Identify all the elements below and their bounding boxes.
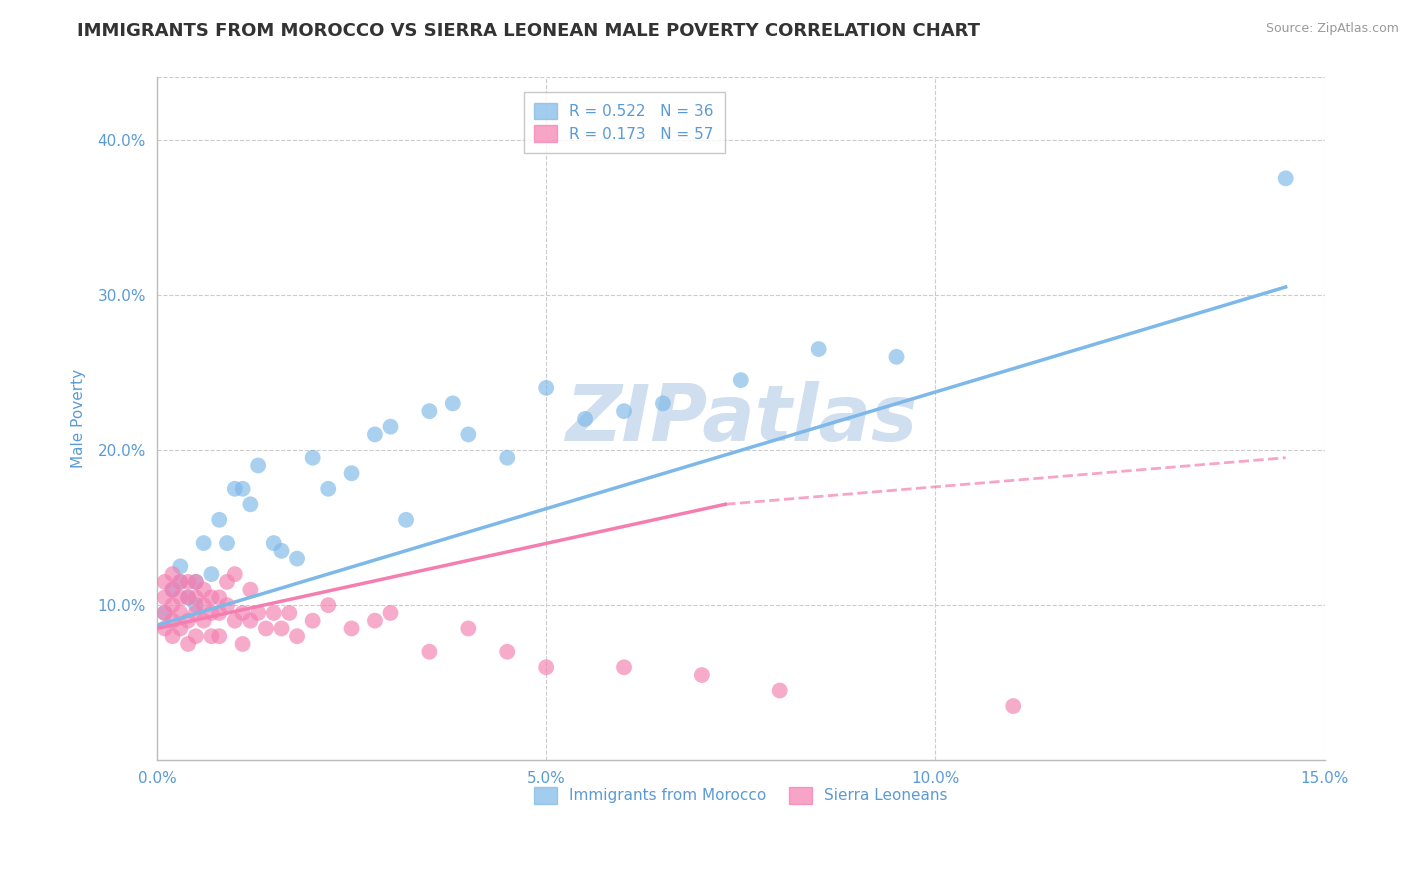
- Point: [769, 683, 792, 698]
- Point: [224, 567, 246, 582]
- Point: [177, 591, 200, 605]
- Point: [418, 645, 440, 659]
- Point: [177, 591, 200, 605]
- Point: [534, 381, 557, 395]
- Point: [316, 482, 339, 496]
- Point: [184, 574, 207, 589]
- Point: [169, 574, 191, 589]
- Point: [162, 614, 184, 628]
- Point: [162, 567, 184, 582]
- Point: [285, 551, 308, 566]
- Point: [162, 629, 184, 643]
- Point: [200, 591, 222, 605]
- Point: [301, 614, 323, 628]
- Point: [340, 467, 363, 481]
- Point: [193, 582, 215, 597]
- Point: [457, 622, 479, 636]
- Point: [364, 614, 387, 628]
- Point: [162, 598, 184, 612]
- Point: [270, 544, 292, 558]
- Point: [208, 629, 231, 643]
- Point: [162, 582, 184, 597]
- Point: [247, 606, 270, 620]
- Point: [208, 606, 231, 620]
- Point: [1274, 171, 1296, 186]
- Point: [239, 497, 262, 511]
- Point: [169, 559, 191, 574]
- Point: [340, 622, 363, 636]
- Point: [200, 629, 222, 643]
- Point: [613, 404, 636, 418]
- Point: [395, 513, 418, 527]
- Point: [153, 606, 176, 620]
- Point: [184, 606, 207, 620]
- Point: [613, 660, 636, 674]
- Point: [153, 574, 176, 589]
- Point: [285, 629, 308, 643]
- Point: [215, 574, 238, 589]
- Point: [496, 450, 519, 465]
- Point: [441, 396, 464, 410]
- Point: [184, 629, 207, 643]
- Point: [730, 373, 752, 387]
- Point: [162, 582, 184, 597]
- Point: [418, 404, 440, 418]
- Point: [215, 598, 238, 612]
- Point: [239, 582, 262, 597]
- Point: [153, 591, 176, 605]
- Text: ZIPatlas: ZIPatlas: [565, 381, 917, 457]
- Point: [239, 614, 262, 628]
- Point: [270, 622, 292, 636]
- Point: [177, 574, 200, 589]
- Point: [208, 513, 231, 527]
- Point: [177, 637, 200, 651]
- Point: [1002, 699, 1025, 714]
- Point: [263, 606, 285, 620]
- Y-axis label: Male Poverty: Male Poverty: [72, 369, 86, 468]
- Text: IMMIGRANTS FROM MOROCCO VS SIERRA LEONEAN MALE POVERTY CORRELATION CHART: IMMIGRANTS FROM MOROCCO VS SIERRA LEONEA…: [77, 22, 980, 40]
- Point: [169, 591, 191, 605]
- Point: [184, 598, 207, 612]
- Point: [177, 614, 200, 628]
- Point: [807, 342, 830, 356]
- Point: [232, 606, 254, 620]
- Point: [364, 427, 387, 442]
- Point: [208, 591, 231, 605]
- Point: [232, 482, 254, 496]
- Point: [263, 536, 285, 550]
- Point: [184, 574, 207, 589]
- Point: [232, 637, 254, 651]
- Point: [193, 536, 215, 550]
- Point: [886, 350, 908, 364]
- Point: [193, 614, 215, 628]
- Point: [169, 622, 191, 636]
- Point: [153, 622, 176, 636]
- Point: [184, 591, 207, 605]
- Point: [574, 412, 596, 426]
- Point: [215, 536, 238, 550]
- Point: [200, 567, 222, 582]
- Legend: Immigrants from Morocco, Sierra Leoneans: Immigrants from Morocco, Sierra Leoneans: [523, 776, 959, 814]
- Point: [193, 598, 215, 612]
- Point: [301, 450, 323, 465]
- Point: [224, 482, 246, 496]
- Point: [278, 606, 301, 620]
- Point: [247, 458, 270, 473]
- Point: [169, 574, 191, 589]
- Point: [153, 606, 176, 620]
- Point: [254, 622, 277, 636]
- Point: [380, 419, 402, 434]
- Point: [316, 598, 339, 612]
- Point: [200, 606, 222, 620]
- Point: [652, 396, 675, 410]
- Point: [534, 660, 557, 674]
- Point: [380, 606, 402, 620]
- Point: [457, 427, 479, 442]
- Text: Source: ZipAtlas.com: Source: ZipAtlas.com: [1265, 22, 1399, 36]
- Point: [224, 614, 246, 628]
- Point: [169, 606, 191, 620]
- Point: [496, 645, 519, 659]
- Point: [690, 668, 713, 682]
